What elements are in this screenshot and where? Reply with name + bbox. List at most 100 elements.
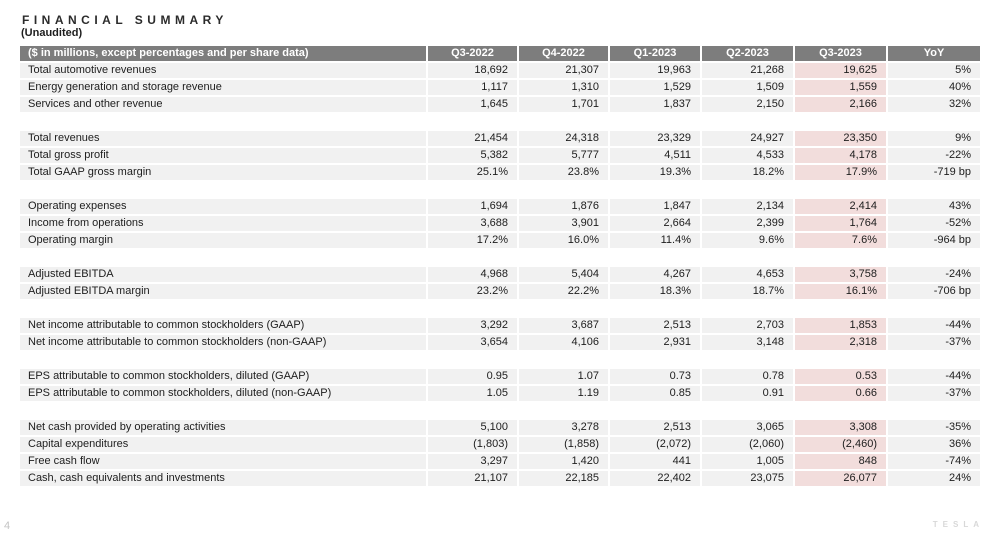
cell-q4-2022: 22,185 [519, 471, 608, 486]
cell-q3-2023: (2,460) [795, 437, 886, 452]
cell-q3-2022: 1,694 [428, 199, 517, 214]
section-spacer [20, 301, 980, 316]
cell-q4-2022: 21,307 [519, 63, 608, 78]
cell-q4-2022: 22.2% [519, 284, 608, 299]
cell-q3-2022: 0.95 [428, 369, 517, 384]
cell-q4-2022: 1,420 [519, 454, 608, 469]
cell-q2-2023: 3,065 [702, 420, 793, 435]
cell-q4-2022: 4,106 [519, 335, 608, 350]
cell-q4-2022: 1.07 [519, 369, 608, 384]
row-label: EPS attributable to common stockholders,… [20, 369, 426, 384]
section-spacer [20, 114, 980, 129]
page-subtitle: (Unaudited) [21, 27, 83, 39]
table-row: EPS attributable to common stockholders,… [20, 386, 980, 401]
cell-q3-2023: 16.1% [795, 284, 886, 299]
cell-q3-2023: 2,318 [795, 335, 886, 350]
cell-q3-2023: 1,853 [795, 318, 886, 333]
table-row: Adjusted EBITDA 4,968 5,404 4,267 4,653 3,758… [20, 267, 980, 282]
row-label: Net income attributable to common stockh… [20, 318, 426, 333]
table-row: Total GAAP gross margin 25.1% 23.8% 19.3% 18… [20, 165, 980, 180]
cell-q4-2022: 1,310 [519, 80, 608, 95]
cell-q2-2023: 4,533 [702, 148, 793, 163]
row-label: EPS attributable to common stockholders,… [20, 386, 426, 401]
row-label: Total gross profit [20, 148, 426, 163]
table-body: Total automotive revenues 18,692 21,307 19,… [20, 63, 980, 486]
cell-q3-2023: 2,166 [795, 97, 886, 112]
cell-q3-2022: 1.05 [428, 386, 517, 401]
row-label: Adjusted EBITDA [20, 267, 426, 282]
cell-yoy: -22% [888, 148, 980, 163]
cell-q4-2022: 1,701 [519, 97, 608, 112]
table-row: Cash, cash equivalents and investments 21… [20, 471, 980, 486]
row-label: Operating margin [20, 233, 426, 248]
page-title: FINANCIAL SUMMARY [22, 13, 228, 27]
cell-yoy: -719 bp [888, 165, 980, 180]
cell-q1-2023: 4,511 [610, 148, 700, 163]
cell-q4-2022: (1,858) [519, 437, 608, 452]
cell-q1-2023: 0.85 [610, 386, 700, 401]
cell-q3-2023: 7.6% [795, 233, 886, 248]
cell-yoy: 40% [888, 80, 980, 95]
table-row: Capital expenditures (1,803) (1,858) (2,072… [20, 437, 980, 452]
cell-yoy: 32% [888, 97, 980, 112]
cell-yoy: 43% [888, 199, 980, 214]
cell-q2-2023: 18.2% [702, 165, 793, 180]
cell-q3-2022: 17.2% [428, 233, 517, 248]
table-row: Income from operations 3,688 3,901 2,664 2,3… [20, 216, 980, 231]
cell-q3-2022: 25.1% [428, 165, 517, 180]
table-header-row: ($ in millions, except percentages and p… [20, 46, 980, 61]
table-row: Energy generation and storage revenue 1,1… [20, 80, 980, 95]
row-label: Total revenues [20, 131, 426, 146]
cell-q1-2023: 22,402 [610, 471, 700, 486]
row-label: Capital expenditures [20, 437, 426, 452]
cell-yoy: 9% [888, 131, 980, 146]
cell-yoy: -37% [888, 335, 980, 350]
cell-q3-2022: 18,692 [428, 63, 517, 78]
cell-yoy: 24% [888, 471, 980, 486]
cell-q4-2022: 5,404 [519, 267, 608, 282]
cell-q3-2023: 26,077 [795, 471, 886, 486]
cell-q1-2023: 1,847 [610, 199, 700, 214]
cell-q1-2023: 19.3% [610, 165, 700, 180]
tesla-logo: TESLA [932, 520, 984, 529]
cell-yoy: -37% [888, 386, 980, 401]
cell-q3-2022: 3,688 [428, 216, 517, 231]
cell-q3-2023: 19,625 [795, 63, 886, 78]
cell-q3-2022: 1,645 [428, 97, 517, 112]
cell-q2-2023: 2,399 [702, 216, 793, 231]
row-label: Net income attributable to common stockh… [20, 335, 426, 350]
cell-q2-2023: 1,509 [702, 80, 793, 95]
column-header-q3-2023: Q3-2023 [795, 46, 886, 61]
cell-q3-2023: 1,559 [795, 80, 886, 95]
cell-q2-2023: 9.6% [702, 233, 793, 248]
cell-yoy: -44% [888, 318, 980, 333]
row-label: Energy generation and storage revenue [20, 80, 426, 95]
table-row: Free cash flow 3,297 1,420 441 1,005 848 -74% [20, 454, 980, 469]
row-label: Free cash flow [20, 454, 426, 469]
cell-q3-2023: 23,350 [795, 131, 886, 146]
row-label: Income from operations [20, 216, 426, 231]
cell-q3-2023: 848 [795, 454, 886, 469]
cell-q2-2023: 18.7% [702, 284, 793, 299]
cell-yoy: -706 bp [888, 284, 980, 299]
cell-q1-2023: 2,931 [610, 335, 700, 350]
financial-summary-table: ($ in millions, except percentages and p… [20, 46, 980, 488]
cell-q3-2022: (1,803) [428, 437, 517, 452]
cell-q2-2023: 1,005 [702, 454, 793, 469]
cell-q3-2022: 1,117 [428, 80, 517, 95]
cell-q2-2023: (2,060) [702, 437, 793, 452]
row-label: Cash, cash equivalents and investments [20, 471, 426, 486]
cell-yoy: -24% [888, 267, 980, 282]
cell-q2-2023: 2,703 [702, 318, 793, 333]
column-header-q3-2022: Q3-2022 [428, 46, 517, 61]
cell-q3-2023: 0.53 [795, 369, 886, 384]
section-spacer [20, 182, 980, 197]
table-row: Operating expenses 1,694 1,876 1,847 2,134 2,… [20, 199, 980, 214]
row-label: Total GAAP gross margin [20, 165, 426, 180]
table-row: Services and other revenue 1,645 1,701 1,83… [20, 97, 980, 112]
cell-q2-2023: 3,148 [702, 335, 793, 350]
cell-q3-2023: 2,414 [795, 199, 886, 214]
cell-q2-2023: 0.78 [702, 369, 793, 384]
cell-q2-2023: 21,268 [702, 63, 793, 78]
